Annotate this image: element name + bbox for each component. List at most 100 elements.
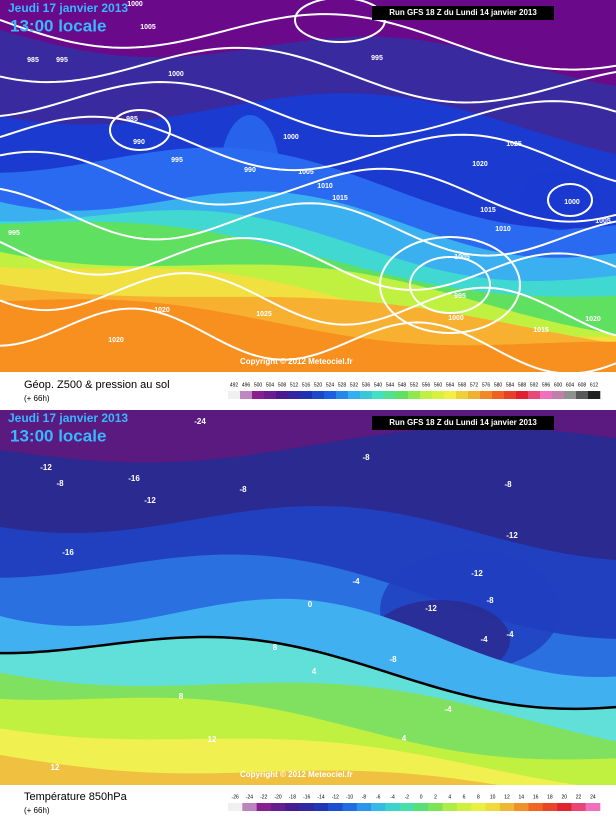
contour-label: 1020 — [472, 161, 488, 168]
scale-label: 516 — [302, 382, 311, 388]
scale-swatch — [528, 803, 544, 811]
contour-label: -12 — [471, 569, 483, 578]
scale-swatch — [360, 391, 373, 399]
contour-label: 995 — [454, 293, 466, 300]
scale-label: -4 — [390, 794, 395, 800]
scale-label: 18 — [547, 794, 553, 800]
scale-label: 2 — [434, 794, 437, 800]
scale-swatch — [492, 391, 505, 399]
run-label: Run GFS 18 Z du Lundi 14 janvier 2013 — [389, 418, 537, 427]
scale-swatch — [264, 391, 277, 399]
scale-swatch — [540, 391, 553, 399]
lead-time: (+ 66h) — [24, 394, 50, 403]
scale-label: 552 — [410, 382, 419, 388]
scale-label: 22 — [576, 794, 582, 800]
contour-label: 1005 — [595, 218, 611, 225]
scale-label: 532 — [350, 382, 359, 388]
scale-swatch — [485, 803, 501, 811]
contour-label: -12 — [425, 604, 437, 613]
contour-label: 1000 — [564, 199, 580, 206]
scale-swatch — [456, 391, 469, 399]
scale-swatch — [420, 391, 433, 399]
scale-label: -20 — [274, 794, 281, 800]
scale-swatch — [342, 803, 358, 811]
scale-label: 12 — [504, 794, 510, 800]
scale-label: 4 — [448, 794, 451, 800]
lead-time: (+ 66h) — [24, 806, 50, 815]
scale-label: 600 — [554, 382, 563, 388]
scale-swatch — [356, 803, 372, 811]
scale-swatch — [228, 391, 241, 399]
time-label: 13:00 locale — [10, 426, 106, 445]
scale-label: 24 — [590, 794, 596, 800]
isobar — [409, 256, 491, 314]
map-panel: -24-12-8-16-12-8-8-16-8-12-12-12-8-4048-… — [0, 410, 616, 815]
zero-isotherm — [0, 635, 616, 711]
scale-label: 608 — [578, 382, 587, 388]
scale-label: 604 — [566, 382, 575, 388]
scale-label: 560 — [434, 382, 443, 388]
contour-label: -4 — [444, 705, 452, 714]
contour-label: 1010 — [317, 183, 333, 190]
scale-label: 576 — [482, 382, 491, 388]
scale-swatch — [499, 803, 515, 811]
isobar — [0, 46, 616, 104]
isobar — [0, 150, 616, 223]
scale-swatch — [528, 391, 541, 399]
contour-label: 1005 — [454, 254, 470, 261]
scale-label: -26 — [232, 794, 239, 800]
map-area: -24 -12 -8 -16 -12 -8 -8 -16 -8 -12 -12 -12 -8 -4 0 4 8 -… — [0, 410, 616, 785]
scale-swatch — [313, 803, 329, 811]
contour-label: 1025 — [256, 311, 272, 318]
contour-label: -16 — [128, 474, 140, 483]
scale-label: 536 — [362, 382, 371, 388]
contour-label: 1025 — [506, 141, 522, 148]
contour-label: -4 — [480, 635, 488, 644]
isobar — [0, 307, 616, 372]
scale-swatch — [384, 391, 397, 399]
scale-swatch — [414, 803, 429, 811]
scale-label: 512 — [290, 382, 299, 388]
contour-label: -4 — [352, 577, 360, 586]
scale-swatch — [300, 391, 313, 399]
contour-label: -16 — [62, 548, 74, 557]
scale-label: 548 — [398, 382, 407, 388]
scale-swatch — [571, 803, 586, 811]
contour-label: 985 — [27, 57, 39, 64]
scale-swatch — [471, 803, 486, 811]
scale-swatch — [242, 803, 257, 811]
contour-label: -8 — [362, 453, 370, 462]
scale-swatch — [408, 391, 421, 399]
contour-label: 1020 — [154, 307, 170, 314]
scale-swatch — [480, 391, 493, 399]
contour-label: 8 — [179, 692, 184, 701]
color-band — [0, 728, 616, 785]
contour-label: 1000 — [283, 134, 299, 141]
isobar — [0, 237, 616, 291]
scale-swatch — [542, 803, 558, 811]
scale-label: 0 — [420, 794, 423, 800]
contour-label: 1015 — [332, 195, 348, 202]
contour-label: -8 — [389, 655, 397, 664]
scale-label: 524 — [326, 382, 335, 388]
run-box — [372, 6, 554, 20]
isobar — [0, 187, 616, 257]
scale-swatch — [336, 391, 349, 399]
scale-label: 580 — [494, 382, 503, 388]
scale-swatch — [399, 803, 415, 811]
color-band — [0, 299, 616, 372]
scale-swatch — [276, 391, 289, 399]
contour-label: 1015 — [480, 207, 496, 214]
scale-label: -2 — [405, 794, 410, 800]
isobar — [547, 183, 593, 217]
isobar — [0, 272, 616, 337]
scale-swatch — [428, 803, 443, 811]
scale-swatch — [371, 803, 386, 811]
scale-label: 6 — [463, 794, 466, 800]
scale-label: 16 — [533, 794, 539, 800]
scale-label: -18 — [289, 794, 296, 800]
caption: Température 850hPa — [24, 791, 128, 803]
